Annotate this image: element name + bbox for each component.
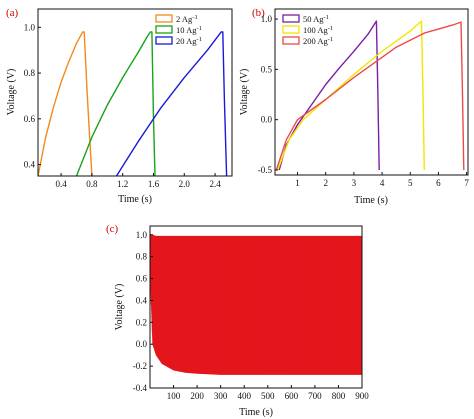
panel-a-ytick-label: 0.4 bbox=[24, 160, 36, 170]
panel-c-ylabel: Voltage (V) bbox=[114, 284, 125, 331]
panel-c-xtick-label: 900 bbox=[355, 391, 369, 401]
panel-c-xtick-label: 400 bbox=[237, 391, 251, 401]
panel-c-ytick-label: 0.4 bbox=[136, 295, 148, 305]
panel-b-ytick-label: 1.0 bbox=[261, 14, 273, 24]
panel-a-ytick-label: 0.6 bbox=[24, 114, 36, 124]
panel-a-xtick-label: 2.0 bbox=[179, 179, 191, 189]
panel-c-xtick-label: 500 bbox=[261, 391, 275, 401]
panel-b-label: (b) bbox=[252, 7, 265, 19]
legend-swatch bbox=[282, 25, 300, 34]
panel-a-xtick-label: 2.4 bbox=[209, 179, 221, 189]
panel-b-xtick-label: 6 bbox=[436, 178, 441, 188]
panel-c-ytick-label: -0.4 bbox=[133, 383, 148, 393]
panel-b-series-line-0 bbox=[278, 20, 380, 171]
panel-c-xlabel: Time (s) bbox=[239, 407, 273, 418]
panel-b-xtick-label: 5 bbox=[408, 178, 413, 188]
panel-b-ytick-label: 0.5 bbox=[261, 64, 273, 74]
panel-a-xtick-label: 1.2 bbox=[117, 179, 128, 189]
legend-swatch bbox=[282, 14, 300, 23]
panel-c-xtick-label: 200 bbox=[190, 391, 204, 401]
panel-a-plot-frame bbox=[37, 8, 233, 177]
panel-c-ytick-label: 1.0 bbox=[136, 230, 148, 240]
panel-a-ytick-label: 1.0 bbox=[24, 22, 36, 32]
panel-a-series-line-2 bbox=[115, 31, 228, 176]
panel-b-xtick-label: 2 bbox=[323, 178, 328, 188]
panel-c-xtick-label: 700 bbox=[308, 391, 322, 401]
panel-a-legend: 2 Ag-110 Ag-120 Ag-1 bbox=[155, 14, 202, 46]
panel-b-xtick-label: 1 bbox=[295, 178, 300, 188]
panel-a-ylabel: Voltage (V) bbox=[6, 69, 17, 116]
legend-swatch bbox=[282, 36, 300, 45]
legend-label: 200 Ag-1 bbox=[303, 36, 333, 46]
panel-a-series-line-1 bbox=[75, 31, 156, 176]
panel-c-ytick-label: 0.8 bbox=[136, 252, 148, 262]
panel-b-plot-frame bbox=[274, 8, 469, 176]
legend-label: 50 Ag-1 bbox=[303, 14, 329, 24]
panel-c-xtick-label: 600 bbox=[285, 391, 299, 401]
panel-b-ytick-label: -0.5 bbox=[258, 165, 273, 175]
panel-c-label: (c) bbox=[106, 223, 119, 235]
legend-label: 10 Ag-1 bbox=[176, 25, 202, 35]
panel-c-ytick-label: 0.6 bbox=[136, 274, 148, 284]
panel-a-xlabel: Time (s) bbox=[118, 194, 152, 205]
panel-c-xtick-label: 100 bbox=[167, 391, 181, 401]
panel-b-ytick-label: 0.0 bbox=[261, 115, 273, 125]
panel-c-xtick-label: 300 bbox=[214, 391, 228, 401]
panel-c: (c) 100 200 300 400 500 600 700 800 900 -0.4 -0.2 0… bbox=[106, 223, 369, 418]
panel-a-series-line-0 bbox=[38, 31, 93, 176]
panel-c-ytick-label: 0.0 bbox=[136, 339, 148, 349]
panel-b-xtick-label: 3 bbox=[352, 178, 357, 188]
panel-b-series-line-1 bbox=[277, 20, 425, 171]
panel-b-series-line-2 bbox=[275, 21, 465, 171]
panel-b-xtick-label: 4 bbox=[380, 178, 385, 188]
panel-c-ytick-label: -0.2 bbox=[133, 361, 147, 371]
panel-a-ytick-label: 0.8 bbox=[24, 68, 36, 78]
panel-c-ytick-label: 0.2 bbox=[136, 317, 147, 327]
legend-label: 20 Ag-1 bbox=[176, 36, 202, 46]
legend-label: 2 Ag-1 bbox=[176, 14, 198, 24]
panel-b-ylabel: Voltage (V) bbox=[239, 69, 250, 116]
panel-a-xtick-label: 0.4 bbox=[55, 179, 67, 189]
panel-a-label: (a) bbox=[6, 7, 19, 19]
panel-a-xtick-label: 0.8 bbox=[86, 179, 98, 189]
panel-b-xtick-label: 7 bbox=[464, 178, 469, 188]
legend-swatch bbox=[155, 14, 173, 23]
panel-a-xtick-label: 1.6 bbox=[148, 179, 160, 189]
panel-c-cycling-band bbox=[150, 234, 362, 375]
legend-swatch bbox=[155, 25, 173, 34]
legend-label: 100 Ag-1 bbox=[303, 25, 333, 35]
panel-a: (a) 0.4 0.8 1.2 1.6 2.0 2.4 0.4 0.6 0.8 1.0 Time … bbox=[6, 7, 233, 205]
panel-c-cycle-texture bbox=[150, 234, 362, 375]
panel-b: (b) 1 2 3 4 5 6 7 -0.5 0.0 0.5 1.0 Time (s) Voltag… bbox=[239, 7, 469, 206]
panel-b-xlabel: Time (s) bbox=[354, 195, 388, 206]
panel-c-plot-frame bbox=[149, 225, 363, 389]
legend-swatch bbox=[155, 36, 173, 45]
panel-c-xtick-label: 800 bbox=[332, 391, 346, 401]
